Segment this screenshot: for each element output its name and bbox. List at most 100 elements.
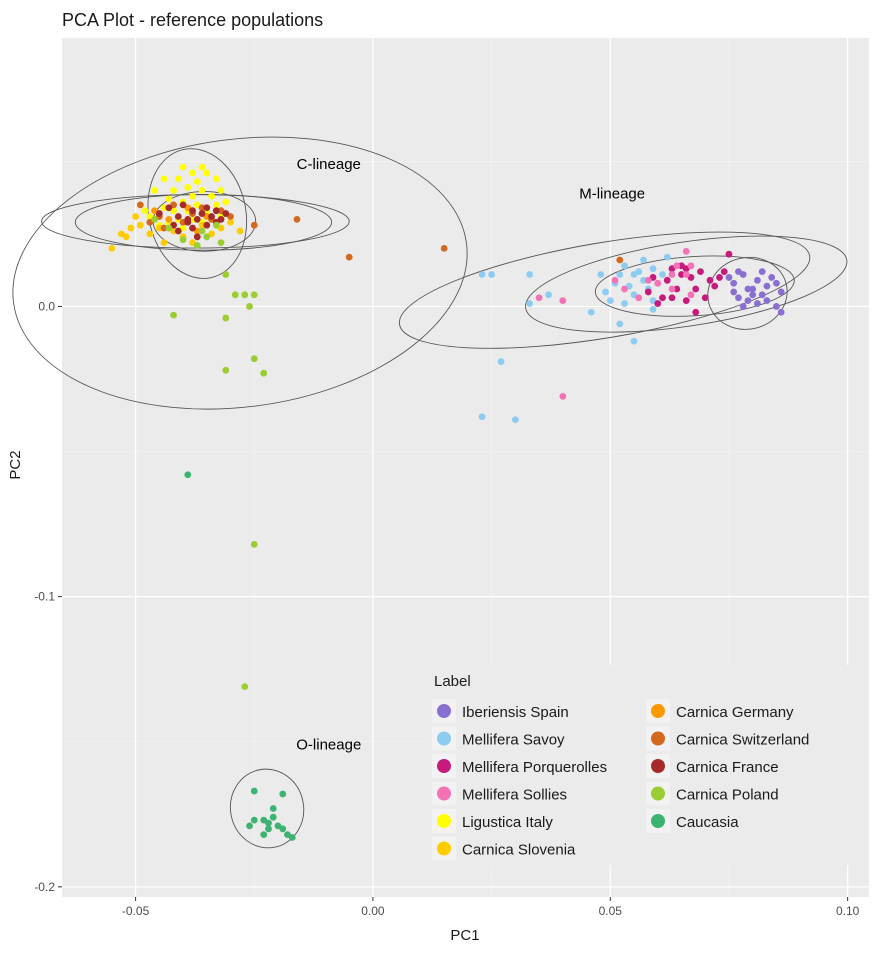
point-carnica-france <box>174 227 182 235</box>
x-axis-title: PC1 <box>450 927 479 944</box>
legend-marker <box>437 841 451 856</box>
point-ligustica-italy <box>193 178 201 186</box>
confidence-ellipse <box>525 235 848 333</box>
point-caucasia <box>265 819 272 827</box>
point-ligustica-italy <box>174 175 182 183</box>
point-mellifera-sollies <box>644 276 652 284</box>
legend-item-label: Ligustica Italy <box>462 814 553 831</box>
point-iberiensis-spain <box>730 288 738 296</box>
point-iberiensis-spain <box>768 274 776 281</box>
point-mellifera-sollies <box>687 291 695 299</box>
point-carnica-poland <box>212 221 220 229</box>
legend-item-label: Mellifera Savoy <box>462 732 565 749</box>
confidence-ellipse <box>229 768 305 849</box>
data-points <box>108 163 785 841</box>
point-carnica-france <box>155 210 163 217</box>
point-carnica-france <box>179 201 187 209</box>
confidence-ellipse <box>398 231 811 349</box>
x-tick-label: 0.05 <box>599 904 623 918</box>
point-caucasia <box>250 787 258 795</box>
point-carnica-slovenia <box>236 227 244 235</box>
point-mellifera-savoy <box>488 271 496 278</box>
point-carnica-france <box>165 204 173 212</box>
point-carnica-france <box>203 221 211 229</box>
lineage-annotations: C-lineage M-lineage O-lineage <box>296 156 645 753</box>
confidence-ellipse <box>594 255 795 317</box>
point-ligustica-italy <box>184 184 192 191</box>
point-ligustica-italy <box>212 201 220 209</box>
point-mellifera-savoy <box>621 262 628 270</box>
point-iberiensis-spain <box>754 300 761 307</box>
point-carnica-switzerland <box>198 204 206 212</box>
point-ligustica-italy <box>141 207 149 215</box>
legend-marker <box>651 759 665 773</box>
point-mellifera-sollies <box>654 279 662 287</box>
chart-title: PCA Plot - reference populations <box>62 10 323 30</box>
point-carnica-france <box>203 204 211 212</box>
point-iberiensis-spain <box>725 274 733 281</box>
point-mellifera-savoy <box>640 256 647 264</box>
point-mellifera-savoy <box>649 265 657 273</box>
point-carnica-switzerland <box>136 201 144 209</box>
point-mellifera-sollies <box>635 294 643 302</box>
point-carnica-poland <box>250 541 258 548</box>
point-mellifera-savoy <box>616 320 624 328</box>
point-carnica-slovenia <box>198 221 206 229</box>
point-carnica-france <box>222 210 230 217</box>
point-iberiensis-spain <box>749 291 757 299</box>
point-carnica-poland <box>198 227 206 235</box>
legend-marker <box>437 731 451 746</box>
point-mellifera-savoy <box>478 271 486 278</box>
point-mellifera-savoy <box>616 271 624 278</box>
point-mellifera-savoy <box>545 291 552 299</box>
point-carnica-france <box>217 215 225 223</box>
confidence-ellipse <box>707 256 788 330</box>
point-mellifera-porquerolles <box>711 282 719 290</box>
point-carnica-germany <box>165 215 173 223</box>
legend-marker <box>437 786 451 801</box>
point-mellifera-savoy <box>649 305 657 313</box>
point-ligustica-italy <box>170 186 177 194</box>
point-carnica-france <box>174 213 182 220</box>
point-iberiensis-spain <box>730 279 738 287</box>
point-carnica-poland <box>170 311 177 319</box>
legend-marker <box>437 814 451 828</box>
legend-item-label: Caucasia <box>676 814 739 831</box>
point-carnica-switzerland <box>440 244 448 252</box>
point-mellifera-sollies <box>611 276 619 284</box>
point-carnica-poland <box>222 366 230 374</box>
point-caucasia <box>246 822 253 830</box>
point-caucasia <box>279 825 287 833</box>
point-ligustica-italy <box>208 192 215 200</box>
point-mellifera-porquerolles <box>663 276 671 284</box>
point-carnica-poland <box>241 683 249 691</box>
point-carnica-switzerland <box>160 224 168 232</box>
point-carnica-slovenia <box>146 230 154 238</box>
x-axis: -0.05 0.00 0.05 0.10 <box>122 897 860 918</box>
point-carnica-france <box>184 218 192 226</box>
point-iberiensis-spain <box>735 268 742 276</box>
point-mellifera-savoy <box>597 271 605 278</box>
point-carnica-poland <box>203 233 211 241</box>
x-tick-label: 0.00 <box>361 904 385 918</box>
legend-marker <box>651 704 665 718</box>
point-mellifera-savoy <box>606 297 614 305</box>
point-ligustica-italy <box>212 175 220 183</box>
point-ligustica-italy <box>203 169 211 177</box>
point-ligustica-italy <box>198 186 206 194</box>
point-iberiensis-spain <box>763 282 771 290</box>
point-iberiensis-spain <box>735 294 742 302</box>
legend-marker <box>651 731 665 746</box>
point-caucasia <box>279 790 287 798</box>
legend-item-label: Carnica France <box>676 759 779 776</box>
point-iberiensis-spain <box>744 297 752 305</box>
point-iberiensis-spain <box>777 288 785 296</box>
point-ligustica-italy <box>222 198 230 206</box>
y-tick-label: 0.0 <box>38 299 55 313</box>
lineage-label: O-lineage <box>296 737 361 754</box>
point-carnica-slovenia <box>132 213 139 220</box>
x-tick-label: 0.10 <box>836 904 860 918</box>
point-mellifera-porquerolles <box>659 294 666 302</box>
legend-item-label: Carnica Switzerland <box>676 732 809 749</box>
point-mellifera-savoy <box>630 337 638 345</box>
